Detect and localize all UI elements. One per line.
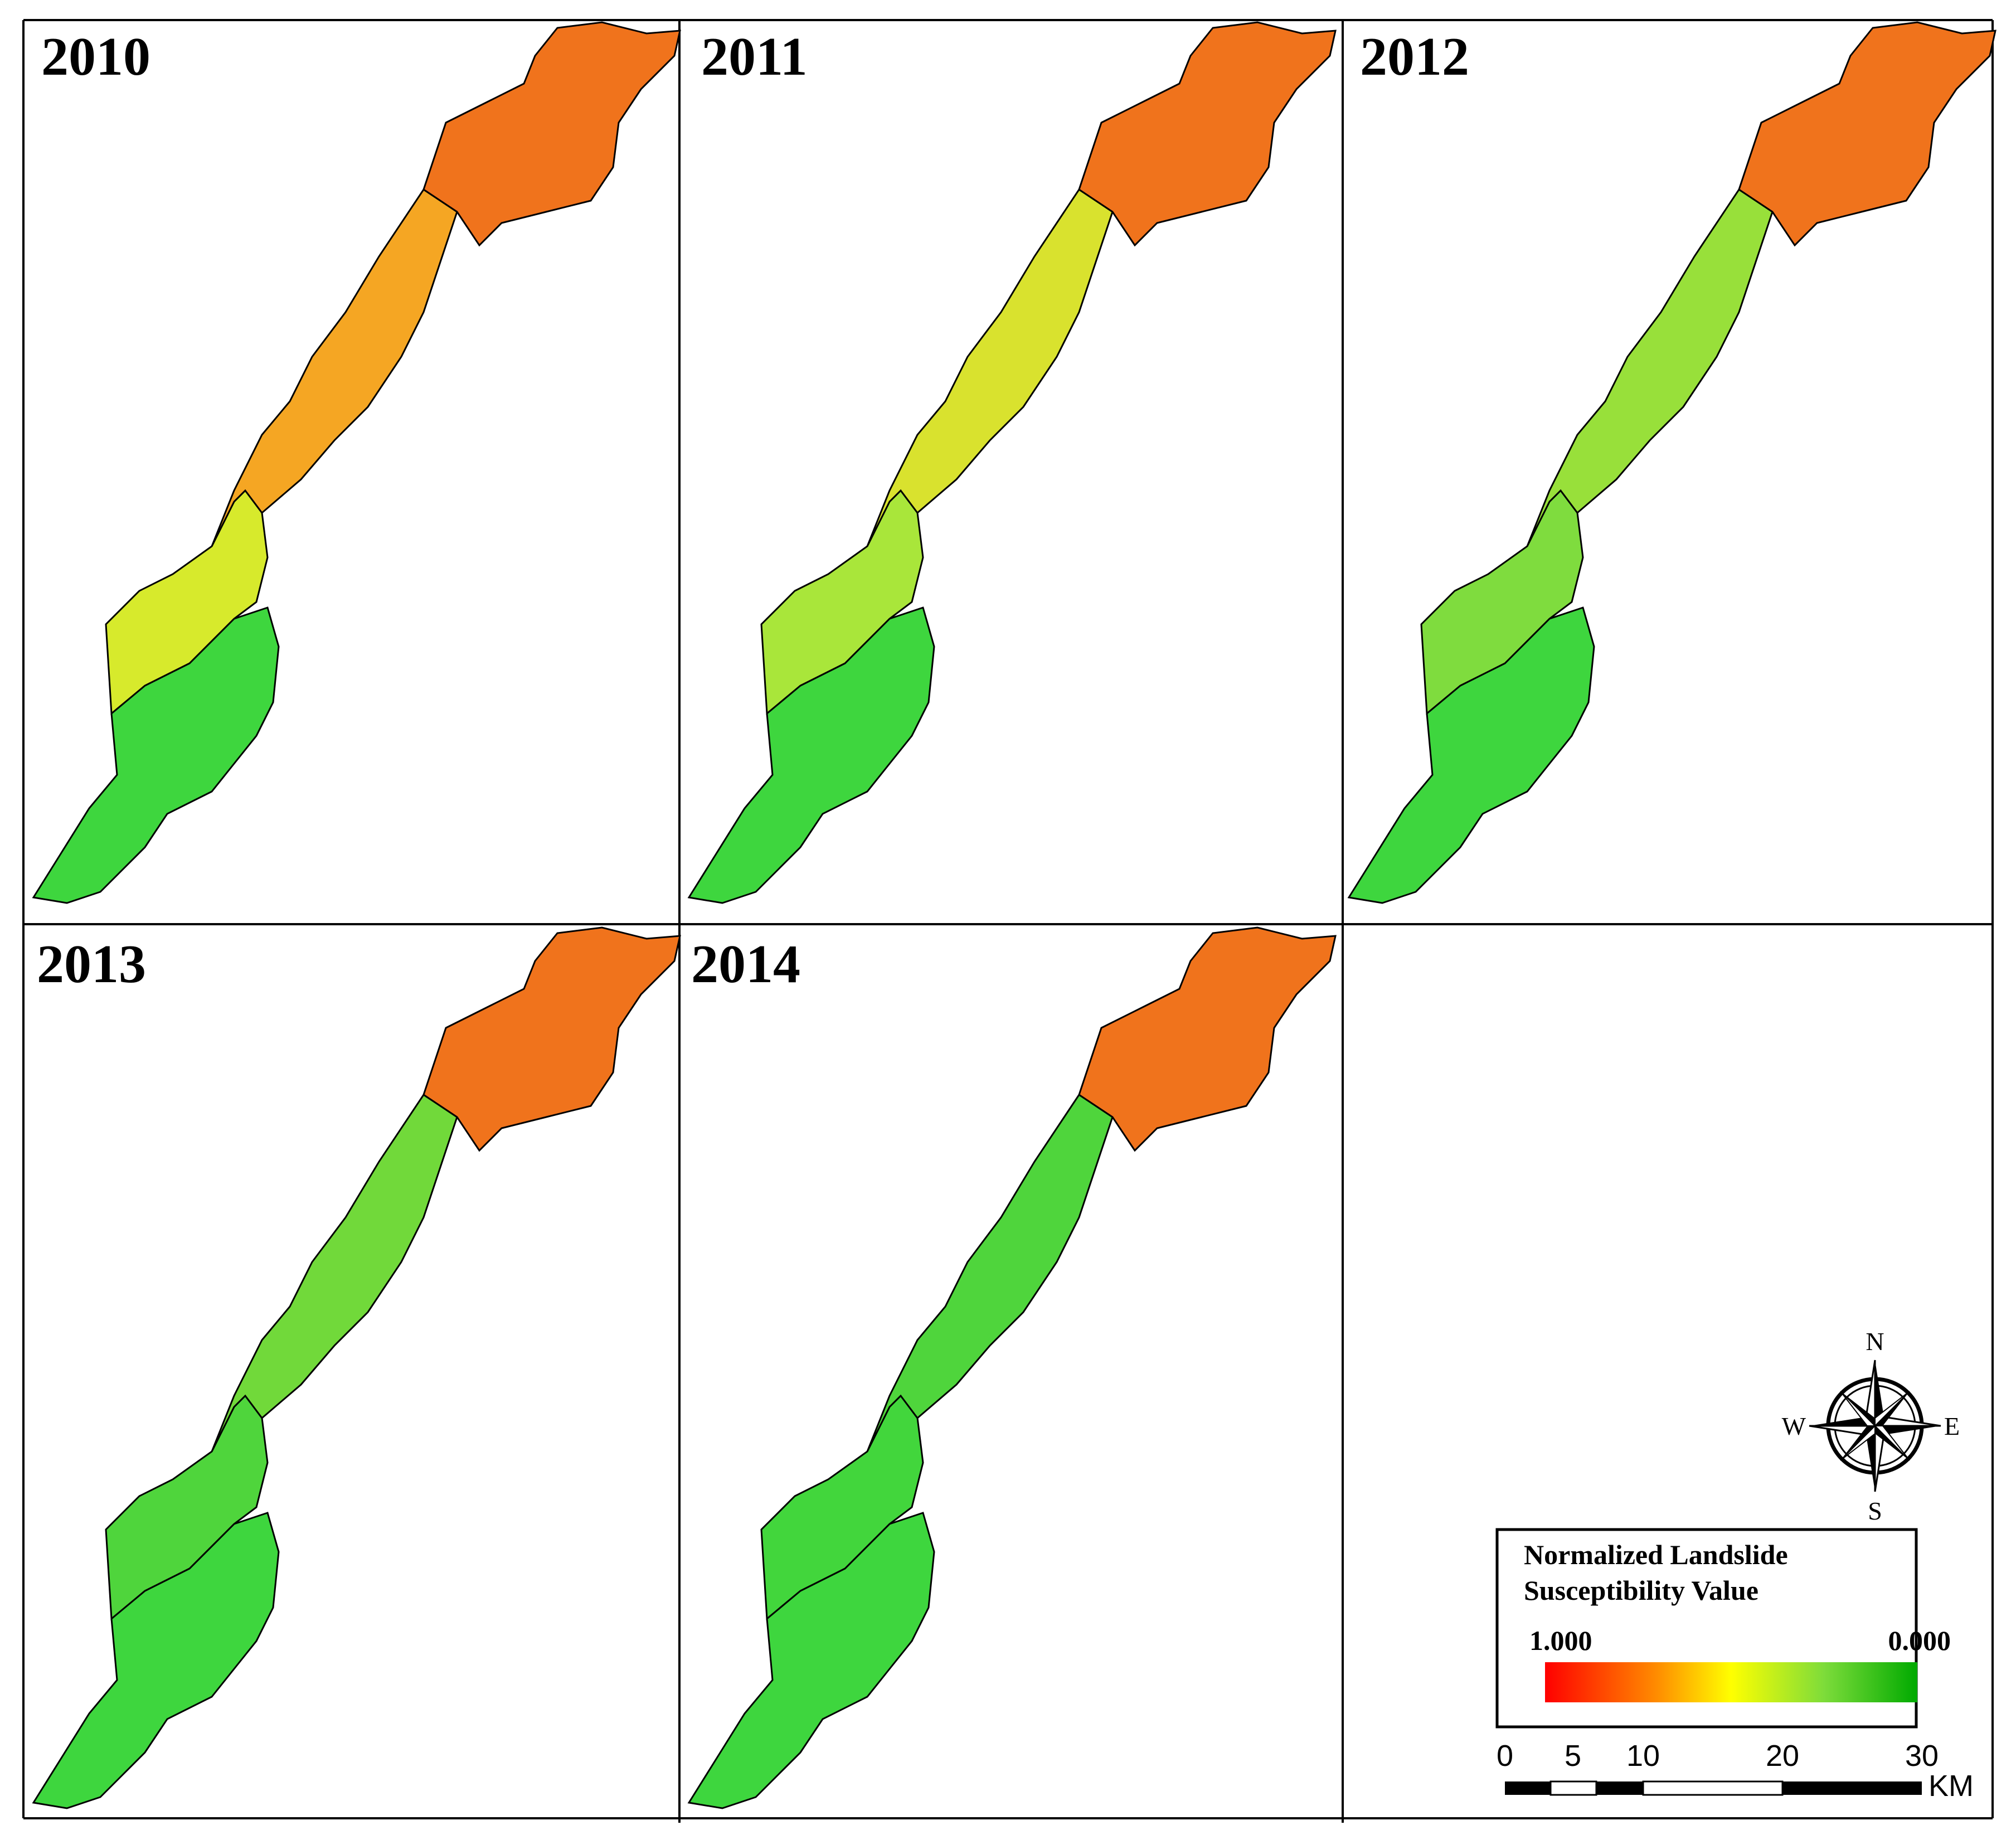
panel-year-label: 2011 [701,27,808,87]
legend-min-label: 0.000 [1888,1625,1951,1656]
panel-2012: 2012 [1347,21,1996,904]
compass-star-icon [1809,1360,1941,1492]
basin-region-s [32,1512,280,1809]
basin-region-s [1347,606,1595,904]
susceptibility-map [1347,21,1996,904]
basin-region-s [32,606,280,904]
basin-region-um [211,1093,458,1452]
panel-grid [22,19,1994,1823]
panel-year-label: 2013 [37,934,146,994]
scale-tick-0: 0 [1497,1739,1513,1773]
panel-year-label: 2012 [1360,27,1469,87]
panel-2011: 2011 [687,21,1337,904]
scale-tick-20: 20 [1766,1739,1799,1773]
susceptibility-map [32,21,681,904]
basin-region-n [1078,926,1337,1152]
panel-2014: 2014 [687,926,1337,1809]
basin-region-n [1738,21,1996,247]
basin-region-s [687,606,935,904]
basin-region-n [422,21,681,247]
scale-tick-5: 5 [1565,1739,1581,1773]
susceptibility-map [32,926,681,1809]
panel-year-label: 2014 [691,934,800,994]
compass-rose: N S E W [1782,1327,1960,1525]
legend-color-ramp [1545,1662,1917,1702]
susceptibility-map [687,21,1337,904]
basin-region-um [1526,188,1774,547]
panel-year-label: 2010 [41,27,150,87]
compass-north: N [1866,1327,1884,1356]
scale-unit: KM [1928,1769,1974,1803]
basin-region-um [211,188,458,547]
legend: Normalized Landslide Susceptibility Valu… [1495,1528,1951,1729]
legend-max-label: 1.000 [1529,1625,1592,1656]
susceptibility-map [687,926,1337,1809]
basin-region-s [687,1512,935,1809]
scale-tick-30: 30 [1905,1739,1939,1773]
compass-west: W [1782,1412,1806,1440]
basin-region-n [422,926,681,1152]
basin-region-um [866,188,1114,547]
compass-south: S [1868,1497,1882,1525]
basin-region-um [866,1093,1114,1452]
legend-title-line1: Normalized Landslide [1524,1539,1788,1570]
scale-bar: 0 5 10 20 30 KM [1497,1739,1974,1803]
scale-tick-10: 10 [1626,1739,1660,1773]
compass-east: E [1944,1412,1960,1440]
basin-region-n [1078,21,1337,247]
legend-title-line2: Susceptibility Value [1524,1575,1758,1606]
panel-2013: 2013 [32,926,681,1809]
panel-2010: 2010 [32,21,681,904]
